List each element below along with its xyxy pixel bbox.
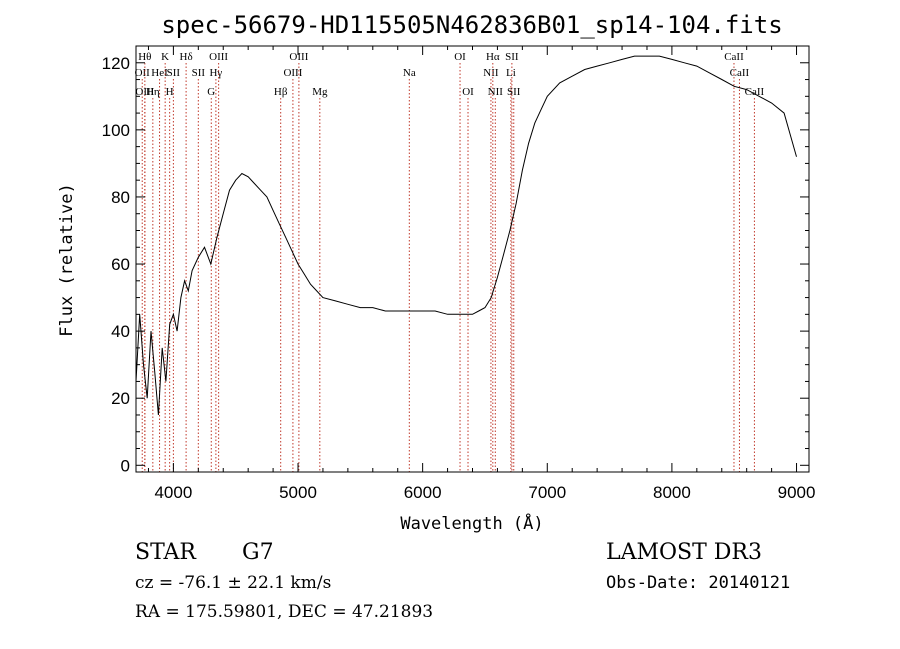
marker-label: NII — [483, 67, 499, 79]
marker-label: OIII — [209, 51, 228, 63]
marker-label: SII — [167, 67, 181, 79]
redshift-info: cz = -76.1 ± 22.1 km/s — [135, 573, 332, 593]
y-tick-label: 120 — [102, 54, 130, 73]
marker-label: HeI — [151, 67, 168, 79]
marker-label: K — [161, 51, 169, 63]
marker-label: OI — [454, 51, 466, 63]
marker-label: Hβ — [274, 86, 288, 98]
marker-label: Hα — [486, 51, 500, 63]
marker-label: Na — [403, 67, 416, 79]
marker-label: Hη — [146, 86, 160, 98]
marker-label: NII — [488, 86, 504, 98]
marker-label: H — [166, 86, 174, 98]
marker-label: OI — [462, 86, 474, 98]
plot-frame — [135, 45, 810, 473]
y-axis-label: Flux (relative) — [57, 183, 77, 337]
x-tick-label: 9000 — [778, 483, 816, 502]
chart-title: spec-56679-HD115505N462836B01_sp14-104.f… — [161, 11, 782, 39]
marker-label: Hθ — [138, 51, 151, 63]
marker-label: CaII — [745, 86, 765, 98]
marker-label: SII — [505, 51, 519, 63]
marker-label: SII — [192, 67, 206, 79]
survey-name: LAMOST DR3 — [606, 540, 762, 565]
x-tick-label: 8000 — [653, 483, 691, 502]
spectral-subclass: G7 — [242, 540, 274, 565]
coordinates: RA = 175.59801, DEC = 47.21893 — [135, 602, 434, 622]
marker-label: CaII — [730, 67, 750, 79]
spectrum-line — [135, 55, 797, 416]
marker-label: Hγ — [209, 67, 222, 79]
marker-label: Hδ — [180, 51, 193, 63]
marker-label: OII — [135, 67, 151, 79]
y-tick-label: 40 — [111, 322, 130, 341]
marker-label: SII — [507, 86, 521, 98]
x-tick-label: 7000 — [528, 483, 566, 502]
x-tick-label: 5000 — [279, 483, 317, 502]
y-tick-label: 20 — [111, 389, 130, 408]
spectral-line-markers: OIIHθOIIIHηHeIKHSIIHδSIIGHγOIIIHβOIIIOII… — [135, 51, 765, 472]
y-tick-label: 0 — [121, 456, 130, 475]
x-tick-label: 4000 — [154, 483, 192, 502]
marker-label: OIII — [135, 86, 154, 98]
y-tick-label: 80 — [111, 188, 130, 207]
y-tick-label: 100 — [102, 121, 130, 140]
axis-ticks: 4000 5000 6000 7000 8000 9000 0 20 40 60 80 100 120 — [102, 46, 816, 502]
y-tick-label: 60 — [111, 255, 130, 274]
marker-label: Li — [506, 67, 516, 79]
marker-label: Mg — [312, 86, 328, 98]
marker-label: CaII — [724, 51, 744, 63]
x-axis-label: Wavelength (Å) — [400, 512, 543, 534]
x-tick-label: 6000 — [404, 483, 442, 502]
marker-label: OIII — [283, 67, 302, 79]
marker-label: G — [207, 86, 215, 98]
obs-date: Obs-Date: 20140121 — [606, 573, 791, 593]
marker-label: OIII — [289, 51, 308, 63]
object-class: STAR — [135, 540, 196, 565]
